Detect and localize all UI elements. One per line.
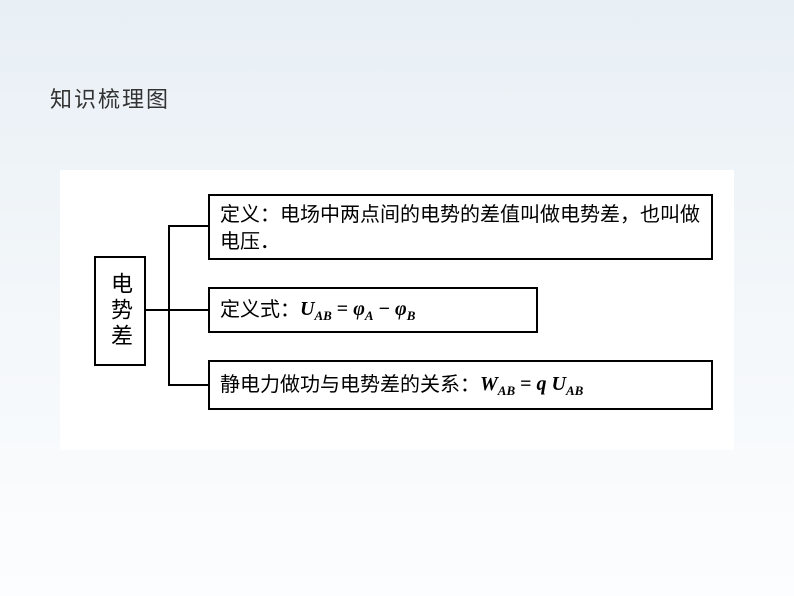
sub-AB: AB: [314, 308, 331, 323]
node-work-prefix: 静电力做功与电势差的关系：: [220, 372, 480, 399]
connector-spine: [168, 225, 170, 385]
sub-A: A: [365, 308, 374, 323]
sym-minus: −: [379, 298, 390, 320]
connector-branch-3: [168, 384, 208, 386]
root-label: 电势差: [109, 272, 131, 350]
sym-phiB: φ: [395, 298, 407, 320]
node-formula-def-prefix: 定义式：: [220, 297, 300, 324]
node-work-relation: 静电力做功与电势差的关系： WAB = q UAB: [208, 360, 713, 410]
sub-W-AB: AB: [498, 383, 515, 398]
sym-eq: =: [337, 298, 348, 320]
node-definition-prefix: 定义：: [220, 204, 280, 226]
sym-phiA: φ: [353, 298, 365, 320]
sub-B: B: [407, 308, 416, 323]
connector-branch-1: [168, 225, 208, 227]
sym-eq2: =: [520, 373, 531, 395]
connector-branch-2: [168, 309, 208, 311]
connector-stub: [146, 309, 170, 311]
sym-U2: U: [552, 373, 566, 395]
node-definition-body: 电场中两点间的电势的差值叫做电势差，也叫做电压．: [220, 204, 700, 253]
node-formula-def: 定义式： UAB = φA − φB: [208, 287, 538, 333]
root-node: 电势差: [94, 256, 146, 366]
node-definition: 定义：电场中两点间的电势的差值叫做电势差，也叫做电压．: [208, 194, 713, 260]
sub-U-AB: AB: [566, 383, 583, 398]
diagram-panel: 电势差 定义：电场中两点间的电势的差值叫做电势差，也叫做电压． 定义式： UAB…: [60, 170, 734, 450]
sym-q: q: [537, 373, 547, 395]
page-title: 知识梳理图: [50, 82, 170, 114]
sym-W: W: [480, 373, 498, 395]
formula-wab: WAB = q UAB: [480, 371, 583, 400]
formula-uab: UAB = φA − φB: [300, 296, 415, 325]
sym-U: U: [300, 298, 314, 320]
